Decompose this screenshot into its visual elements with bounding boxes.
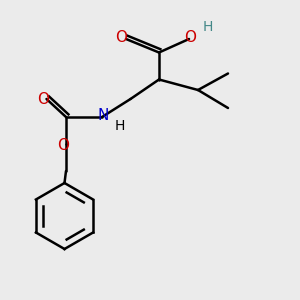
Text: H: H (114, 119, 124, 133)
Text: O: O (116, 30, 128, 45)
Text: O: O (38, 92, 50, 107)
Text: O: O (184, 30, 196, 45)
Text: O: O (57, 138, 69, 153)
Text: H: H (202, 20, 213, 34)
Text: N: N (98, 108, 109, 123)
